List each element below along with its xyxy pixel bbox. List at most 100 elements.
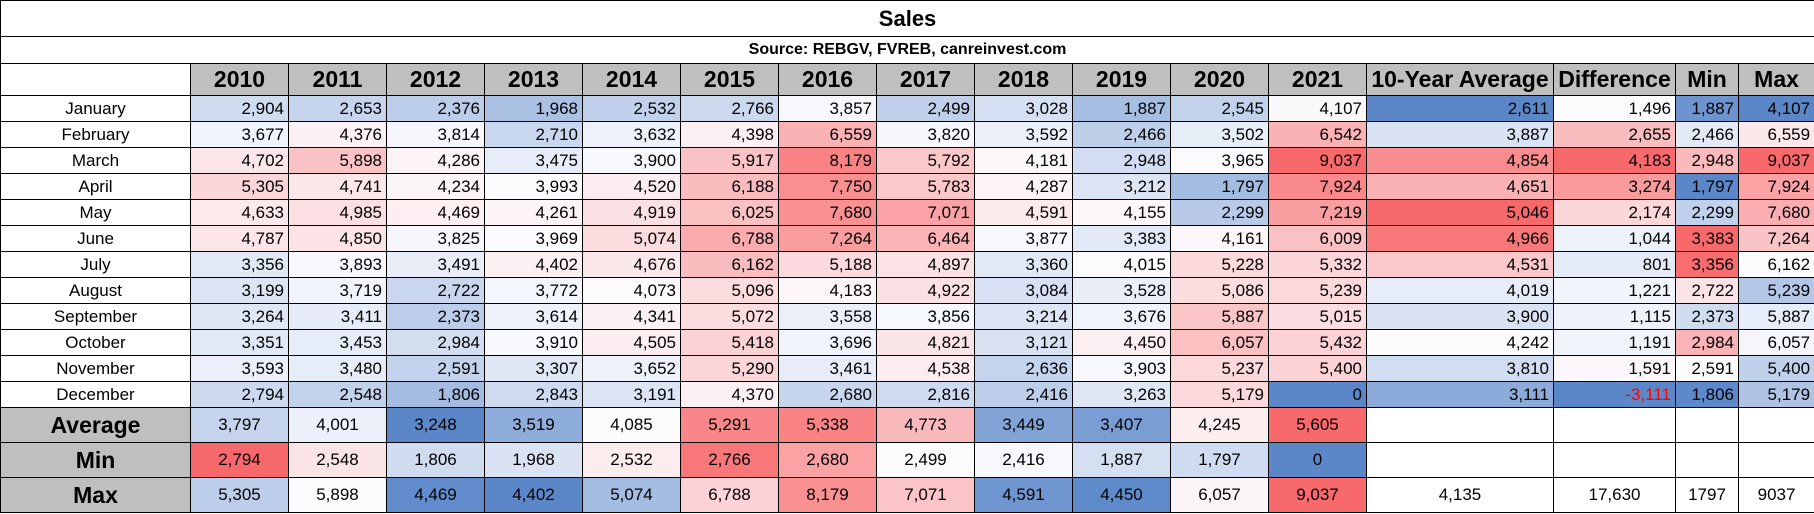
data-cell: 4,234 (386, 173, 485, 200)
data-cell: 3,480 (288, 355, 387, 382)
data-cell: 6,057 (1170, 329, 1269, 356)
month-label: November (0, 355, 191, 382)
data-cell: 4,181 (974, 147, 1073, 174)
column-header: 2019 (1072, 63, 1171, 96)
data-cell: 3,969 (484, 225, 583, 252)
data-cell: 1,221 (1553, 277, 1676, 304)
data-cell: 3,084 (974, 277, 1073, 304)
data-cell: 2,299 (1170, 199, 1269, 226)
data-cell: 5,783 (876, 173, 975, 200)
summary-cell (1675, 442, 1739, 478)
data-cell: 3,383 (1072, 225, 1171, 252)
summary-cell (1366, 442, 1554, 478)
data-cell: 5,898 (288, 147, 387, 174)
data-cell: 3,965 (1170, 147, 1269, 174)
data-cell: 2,499 (876, 95, 975, 122)
data-cell: 5,239 (1737, 277, 1814, 304)
data-cell: 3,893 (288, 251, 387, 278)
data-cell: 3,676 (1072, 303, 1171, 330)
data-cell: 4,242 (1366, 329, 1554, 356)
data-cell: 4,505 (582, 329, 681, 356)
data-cell: 4,370 (680, 381, 779, 408)
summary-cell: 5,291 (680, 407, 779, 443)
data-cell: 6,009 (1268, 225, 1367, 252)
column-header: 2018 (974, 63, 1073, 96)
month-label: June (0, 225, 191, 252)
data-cell: 3,274 (1553, 173, 1676, 200)
data-cell: 6,162 (680, 251, 779, 278)
summary-cell: 5,338 (778, 407, 877, 443)
data-cell: 5,086 (1170, 277, 1269, 304)
data-cell: 2,904 (190, 95, 289, 122)
data-cell: 5,400 (1268, 355, 1367, 382)
summary-cell: 7,071 (876, 477, 975, 513)
summary-row: Min 2,794 2,548 1,806 1,968 2,532 2,766 2,680 2,… (0, 442, 1814, 478)
table-row: May 4,633 4,985 4,469 4,261 4,919 6,025 7,680 7,… (0, 199, 1814, 226)
data-cell: 1,044 (1553, 225, 1676, 252)
summary-cell: 1797 (1675, 477, 1739, 513)
data-cell: 7,680 (778, 199, 877, 226)
summary-cell: 5,898 (288, 477, 387, 513)
data-cell: 9,037 (1737, 147, 1814, 174)
data-cell: 4,107 (1268, 95, 1367, 122)
summary-cell: 17,630 (1553, 477, 1676, 513)
summary-row: Max 5,305 5,898 4,469 4,402 5,074 6,788 8,179 7,… (0, 477, 1814, 513)
table-row: October 3,351 3,453 2,984 3,910 4,505 5,418 3,6… (0, 329, 1814, 356)
data-cell: 4,469 (386, 199, 485, 226)
data-cell: 3,558 (778, 303, 877, 330)
data-cell: 3,632 (582, 121, 681, 148)
summary-label: Max (0, 477, 191, 513)
data-cell: 4,966 (1366, 225, 1554, 252)
table-row: June 4,787 4,850 3,825 3,969 5,074 6,788 7,264 6… (0, 225, 1814, 252)
summary-cell: 4,450 (1072, 477, 1171, 513)
summary-cell: 1,887 (1072, 442, 1171, 478)
data-cell: 5,332 (1268, 251, 1367, 278)
data-cell: 3,351 (190, 329, 289, 356)
data-cell: 3,900 (582, 147, 681, 174)
data-cell: 3,214 (974, 303, 1073, 330)
data-cell: 4,854 (1366, 147, 1554, 174)
data-cell: 2,591 (1675, 355, 1739, 382)
summary-cell (1737, 407, 1814, 443)
data-cell: 4,985 (288, 199, 387, 226)
data-cell: 4,019 (1366, 277, 1554, 304)
data-cell: 2,653 (288, 95, 387, 122)
data-cell: 2,373 (1675, 303, 1739, 330)
summary-cell: 6,788 (680, 477, 779, 513)
month-label: March (0, 147, 191, 174)
data-cell: 4,531 (1366, 251, 1554, 278)
data-cell: 3,111 (1366, 381, 1554, 408)
data-cell: 2,548 (288, 381, 387, 408)
data-cell: 1,887 (1072, 95, 1171, 122)
summary-cell: 4,001 (288, 407, 387, 443)
data-cell: 3,593 (190, 355, 289, 382)
data-cell: 2,655 (1553, 121, 1676, 148)
summary-cell: 2,766 (680, 442, 779, 478)
summary-cell: 4,245 (1170, 407, 1269, 443)
summary-cell: 5,074 (582, 477, 681, 513)
data-cell: 3,820 (876, 121, 975, 148)
data-cell: 2,948 (1072, 147, 1171, 174)
data-cell: 6,788 (680, 225, 779, 252)
data-cell: 1,797 (1170, 173, 1269, 200)
data-cell: 3,719 (288, 277, 387, 304)
data-cell: 4,633 (190, 199, 289, 226)
data-cell: -3,111 (1553, 381, 1676, 408)
data-cell: 5,887 (1170, 303, 1269, 330)
data-cell: 7,924 (1268, 173, 1367, 200)
data-cell: 3,461 (778, 355, 877, 382)
summary-cell: 1,806 (386, 442, 485, 478)
data-cell: 9,037 (1268, 147, 1367, 174)
data-cell: 1,806 (386, 381, 485, 408)
data-cell: 4,450 (1072, 329, 1171, 356)
summary-cell: 2,416 (974, 442, 1073, 478)
data-cell: 4,287 (974, 173, 1073, 200)
data-cell: 4,261 (484, 199, 583, 226)
data-cell: 5,074 (582, 225, 681, 252)
data-cell: 3,696 (778, 329, 877, 356)
data-cell: 4,922 (876, 277, 975, 304)
month-label: April (0, 173, 191, 200)
month-label: January (0, 95, 191, 122)
data-cell: 4,919 (582, 199, 681, 226)
data-cell: 1,968 (484, 95, 583, 122)
